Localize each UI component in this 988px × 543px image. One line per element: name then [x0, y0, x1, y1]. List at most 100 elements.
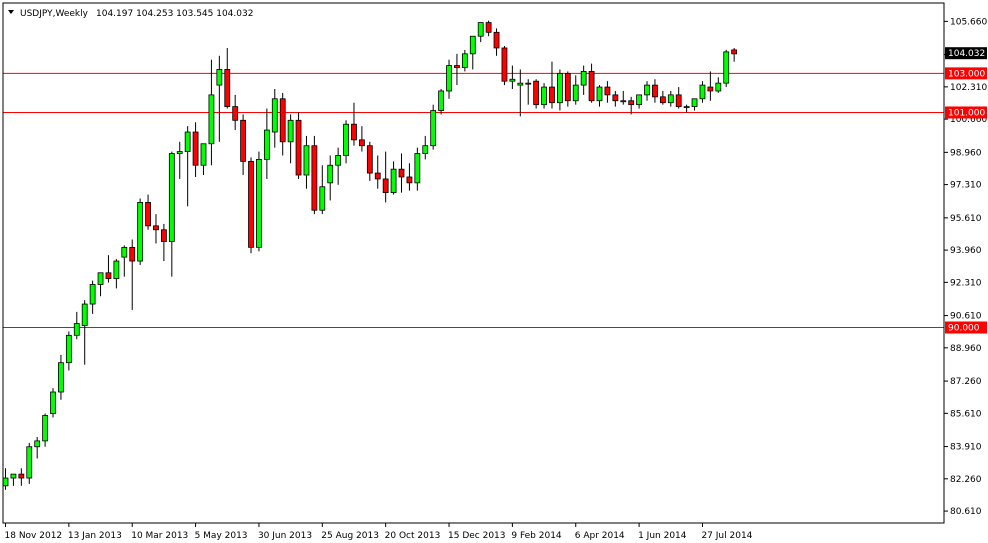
candle-body [303, 145, 310, 176]
candle [81, 300, 88, 365]
candle [184, 126, 191, 207]
candle [153, 214, 159, 244]
candle [287, 114, 294, 164]
x-tick-label: 18 Nov 2012 [5, 531, 63, 541]
candle [644, 81, 650, 101]
candle [232, 94, 239, 131]
candle [485, 20, 492, 37]
candle [105, 255, 112, 283]
candle-body [10, 473, 17, 479]
candle-body [200, 143, 207, 166]
candle-body [105, 272, 112, 280]
dropdown-triangle-icon[interactable] [8, 10, 14, 14]
candle [667, 90, 674, 107]
candle-body [216, 69, 223, 86]
candle [256, 151, 262, 252]
candle-body [509, 78, 516, 82]
candle [541, 83, 547, 109]
candle [501, 46, 508, 86]
candle-body [390, 168, 397, 194]
x-tick-label: 5 May 2013 [195, 531, 248, 541]
y-tick-label: 90.610 [950, 312, 982, 322]
candle [327, 155, 334, 201]
candle [390, 161, 397, 195]
candle-body [113, 260, 120, 280]
candle-body [160, 229, 167, 242]
candle [208, 59, 215, 166]
y-tick-label: 83.910 [950, 443, 982, 453]
y-tick-label: 87.260 [950, 377, 982, 387]
candle-body [89, 284, 96, 305]
candle-body [287, 119, 294, 143]
candle [525, 79, 532, 105]
candle-body [493, 31, 500, 49]
candle-body [675, 94, 682, 108]
y-tick-label: 102.310 [950, 83, 987, 93]
candle [216, 55, 223, 142]
candle-body [731, 49, 738, 55]
candle-body [26, 446, 33, 479]
plot-frame [2, 2, 945, 524]
candle-body [366, 145, 373, 174]
candle [295, 112, 302, 179]
candle-body [612, 94, 619, 102]
ohlc-values: 104.197 104.253 103.545 104.032 [96, 9, 253, 19]
x-tick-label: 1 Jun 2014 [638, 531, 687, 541]
candle-body [533, 80, 540, 106]
candle [176, 141, 183, 179]
candle [430, 104, 437, 150]
chart-header: USDJPY,Weekly 104.197 104.253 103.545 10… [8, 9, 253, 19]
candle-body [398, 168, 405, 178]
candle-body [81, 303, 88, 326]
candle-body [620, 100, 627, 103]
candle-body [121, 246, 128, 258]
candle-body [50, 391, 56, 414]
time-axis[interactable]: 18 Nov 2012 13 Jan 2013 10 Mar 2013 5 May 2… [5, 523, 753, 541]
x-tick-label: 6 Apr 2014 [575, 531, 625, 541]
candle-body [65, 334, 72, 364]
candle-body [580, 71, 587, 86]
candle-body [256, 158, 262, 248]
candle-body [683, 106, 690, 109]
candle [533, 79, 540, 109]
x-tick-label: 13 Jan 2013 [68, 531, 122, 541]
candle [636, 94, 642, 109]
candle-body [588, 71, 595, 102]
candle [683, 104, 690, 113]
candle-body [604, 86, 611, 96]
candle [279, 92, 286, 156]
candle-body [715, 82, 722, 92]
candle-body [422, 145, 429, 154]
candle [675, 87, 682, 109]
candle-body [42, 415, 48, 442]
price-axis[interactable]: 105.660103.960102.310100.66098.96097.310… [944, 17, 987, 517]
candle-body [517, 82, 524, 86]
candle [248, 157, 254, 254]
candle [731, 47, 738, 62]
candle-body [343, 123, 349, 156]
candles [2, 20, 738, 490]
x-tick-label: 15 Dec 2013 [448, 531, 506, 541]
candle [414, 147, 421, 191]
candle-body [295, 119, 302, 176]
candle-body [699, 84, 706, 100]
candle [366, 141, 373, 181]
candle [351, 102, 357, 146]
y-tick-label: 80.610 [950, 507, 982, 517]
level-price-tag-label: 101.000 [948, 108, 985, 118]
candle [319, 165, 326, 215]
candle-body [541, 86, 547, 106]
candle [335, 147, 342, 185]
candle [18, 468, 25, 486]
candle [715, 77, 722, 93]
candle-body [58, 362, 64, 393]
candle-body [406, 176, 413, 184]
candle-body [414, 153, 421, 184]
candle-body [628, 100, 635, 106]
y-tick-label: 97.310 [950, 181, 982, 191]
candle-body [34, 440, 41, 448]
candle-body [351, 123, 357, 141]
